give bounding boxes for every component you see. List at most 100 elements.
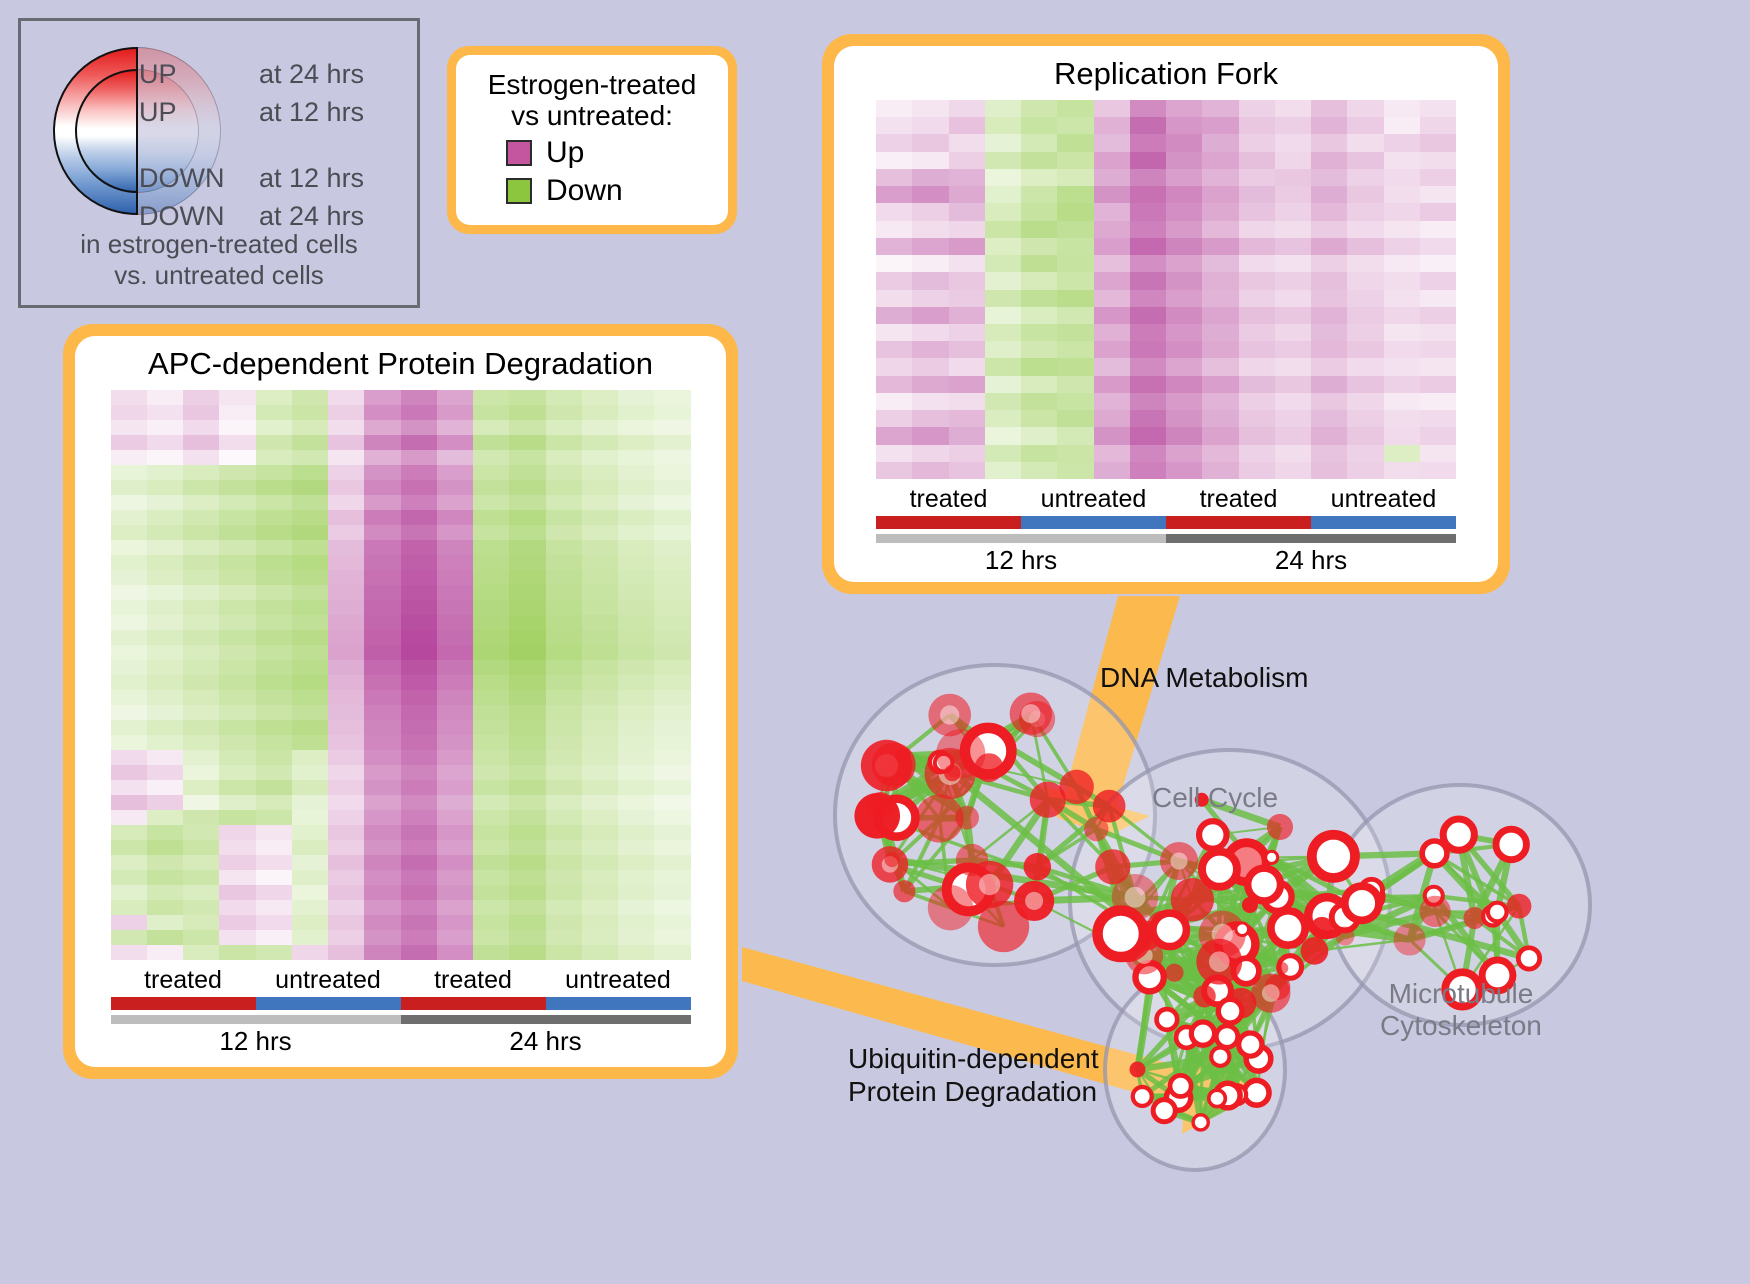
network-node[interactable] [868, 792, 893, 817]
heatmap-cell [147, 765, 183, 780]
network-node[interactable] [1196, 939, 1242, 985]
network-node[interactable] [1014, 881, 1054, 921]
heatmap-cell [256, 525, 292, 540]
network-node[interactable] [1271, 911, 1305, 945]
heatmap-cell [183, 570, 219, 585]
heatmap-cell [546, 420, 582, 435]
network-node[interactable] [1209, 1090, 1226, 1107]
network-node[interactable] [1218, 999, 1242, 1023]
heatmap-cell [618, 690, 654, 705]
heatmap-cell [546, 720, 582, 735]
heatmap-cell [1021, 238, 1057, 255]
heatmap-cell [473, 945, 509, 960]
heatmap-cell [437, 540, 473, 555]
network-node[interactable] [1193, 985, 1215, 1007]
network-node[interactable] [1130, 1062, 1146, 1078]
network-node[interactable] [1211, 1048, 1229, 1066]
heatmap-cell [985, 462, 1021, 479]
heatmap-cell [364, 525, 400, 540]
network-node[interactable] [1153, 913, 1187, 947]
network-node[interactable] [1507, 894, 1532, 919]
heatmap-cell [1239, 307, 1275, 324]
heatmap-cell [1057, 255, 1093, 272]
heatmap-cell [473, 435, 509, 450]
heatmap-cell [219, 735, 255, 750]
network-node[interactable] [1098, 911, 1144, 957]
network-node[interactable] [1239, 1033, 1262, 1056]
replication-fork-title: Replication Fork [1054, 56, 1278, 92]
network-node[interactable] [1165, 964, 1183, 982]
network-node[interactable] [1024, 853, 1052, 881]
heatmap-cell [1239, 290, 1275, 307]
network-node[interactable] [1030, 782, 1066, 818]
heatmap-cell [876, 134, 912, 151]
network-node[interactable] [915, 794, 963, 842]
heatmap-cell [111, 780, 147, 795]
heatmap-cell [912, 238, 948, 255]
network-node[interactable] [1518, 948, 1539, 969]
network-node[interactable] [1010, 692, 1052, 734]
heatmap-cell [147, 825, 183, 840]
network-node[interactable] [1216, 1026, 1237, 1047]
heatmap-cell [364, 720, 400, 735]
heatmap-cell [111, 510, 147, 525]
heatmap-cell [401, 525, 437, 540]
heatmap-cell [1130, 255, 1166, 272]
heatmap-cell [1347, 427, 1383, 444]
network-node[interactable] [975, 753, 1004, 782]
network-node[interactable] [872, 743, 916, 787]
network-node[interactable] [1133, 1087, 1152, 1106]
network-node[interactable] [1335, 927, 1354, 946]
heatmap-cell [912, 203, 948, 220]
heatmap-cell [147, 525, 183, 540]
network-node[interactable] [1236, 923, 1249, 936]
heatmap-cell [256, 780, 292, 795]
network-svg [800, 600, 1750, 1279]
heatmap-cell [437, 735, 473, 750]
network-node[interactable] [1248, 868, 1281, 901]
network-node[interactable] [1191, 1022, 1214, 1045]
heatmap-cell [219, 675, 255, 690]
network-node[interactable] [1153, 1100, 1175, 1122]
network-node[interactable] [928, 885, 973, 930]
network-node[interactable] [1267, 814, 1293, 840]
heatmap-cell [1275, 186, 1311, 203]
heatmap-cell [401, 585, 437, 600]
network-node[interactable] [1276, 962, 1288, 974]
network-node[interactable] [1157, 1009, 1178, 1030]
network-node[interactable] [884, 852, 899, 867]
network-node[interactable] [1463, 907, 1485, 929]
network-node[interactable] [1251, 973, 1290, 1012]
network-node[interactable] [1312, 835, 1355, 878]
network-node[interactable] [1170, 1075, 1191, 1096]
network-node[interactable] [1160, 842, 1198, 880]
heatmap-cell [437, 510, 473, 525]
heatmap-cell [949, 221, 985, 238]
heatmap-cell [219, 510, 255, 525]
heatmap-cell [1239, 462, 1275, 479]
network-node[interactable] [1084, 817, 1108, 841]
heatmap-cell [1384, 427, 1420, 444]
heatmap-cell [1275, 203, 1311, 220]
network-node[interactable] [1488, 903, 1507, 922]
network-node[interactable] [1393, 923, 1425, 955]
network-node[interactable] [1301, 937, 1329, 965]
heatmap-cell [147, 900, 183, 915]
network-node[interactable] [1193, 1115, 1208, 1130]
network-node[interactable] [1496, 829, 1526, 859]
network-node[interactable] [1345, 886, 1379, 920]
network-node[interactable] [1202, 852, 1237, 887]
network-node[interactable] [956, 844, 988, 876]
heatmap-cell [1311, 117, 1347, 134]
heatmap-cell [328, 480, 364, 495]
network-node[interactable] [1419, 896, 1450, 927]
heatmap-cell [546, 450, 582, 465]
heatmap-cell [256, 765, 292, 780]
heatmap-cell [401, 615, 437, 630]
network-node[interactable] [893, 880, 915, 902]
estrogen-legend-inner: Estrogen-treated vs untreated: Up Down [456, 55, 728, 225]
heatmap-cell [219, 780, 255, 795]
network-node[interactable] [1199, 821, 1226, 848]
heatmap-cell [1057, 324, 1093, 341]
network-node[interactable] [1443, 819, 1474, 850]
